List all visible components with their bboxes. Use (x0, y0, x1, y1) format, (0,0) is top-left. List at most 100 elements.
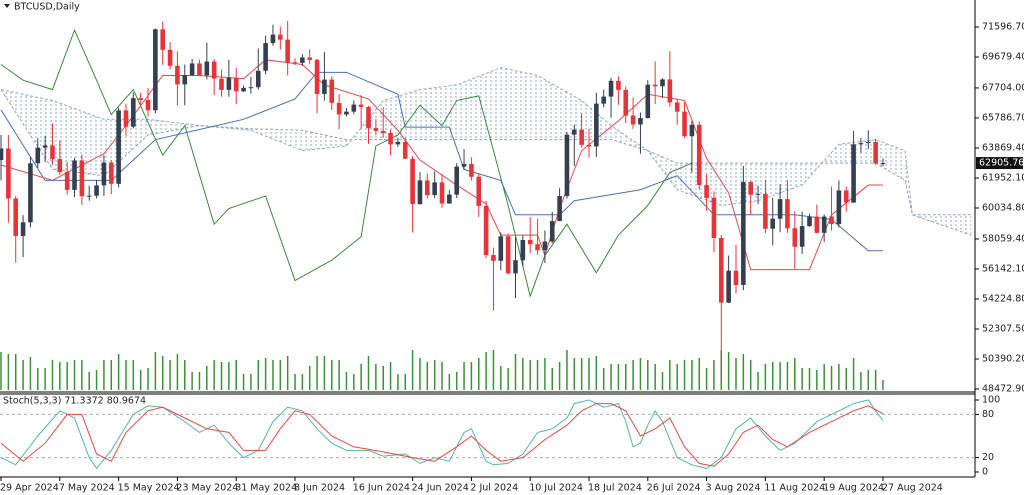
candle-body (20, 222, 26, 236)
volume-bar (360, 364, 362, 390)
candle-body (233, 77, 239, 92)
candle-body (197, 63, 202, 76)
candle-body (314, 59, 320, 94)
candle-body (851, 144, 856, 203)
volume-bar (0, 352, 2, 390)
x-tick-label: 31 May 2024 (235, 483, 297, 494)
candle-body (395, 141, 401, 145)
last-price-box (976, 157, 1023, 170)
candle-body (160, 29, 166, 50)
candle-body (829, 216, 834, 225)
volume-bar (235, 360, 237, 390)
candle-body (64, 172, 70, 190)
candle-body (50, 145, 55, 160)
x-tick-label: 16 Jun 2024 (353, 483, 410, 494)
candle-body (300, 57, 305, 63)
candle-body (660, 79, 665, 87)
candle-body (799, 226, 805, 247)
volume-bar (367, 356, 370, 390)
candle-body (28, 163, 33, 223)
candle-body (667, 79, 673, 103)
volume-bar (139, 370, 142, 390)
x-tick-label: 8 Jun 2024 (294, 483, 345, 494)
y-tick-label: 50390.20 (982, 353, 1024, 364)
volume-bar (257, 360, 260, 390)
volume-bar (220, 362, 223, 390)
volume-bar (433, 360, 436, 390)
volume-bar (529, 360, 531, 390)
volume-bar (478, 358, 480, 390)
candle-body (336, 102, 342, 115)
volume-bar (683, 360, 686, 390)
candle-body (741, 181, 746, 285)
volume-bar (507, 368, 509, 390)
candle-body (101, 162, 107, 186)
symbol-menu-icon[interactable] (4, 4, 10, 8)
volume-bar (404, 374, 407, 390)
candle-body (682, 111, 687, 137)
y-tick-label: 61952.10 (982, 172, 1024, 183)
volume-bar (316, 356, 318, 390)
candle-body (748, 181, 753, 195)
volume-bar (125, 360, 127, 390)
volume-bar (816, 370, 818, 390)
volume-bar (551, 368, 554, 390)
volume-bar (441, 362, 443, 390)
y-tick-label: 56142.10 (982, 263, 1024, 274)
volume-bar (514, 354, 517, 390)
volume-bar (59, 362, 61, 390)
candle-body (241, 87, 246, 92)
candle-body (447, 194, 452, 204)
x-tick-label: 27 Aug 2024 (882, 483, 943, 494)
volume-bar (37, 368, 39, 390)
candle-body (123, 110, 129, 127)
volume-bar (419, 358, 421, 390)
candle-body (189, 63, 195, 76)
candle-body (285, 39, 290, 63)
candle-body (373, 128, 379, 131)
volume-bar (801, 368, 803, 390)
y-tick-label: 58059.40 (982, 233, 1024, 244)
candle-body (527, 240, 533, 245)
candle-body (219, 78, 224, 90)
candle-body (608, 80, 614, 97)
volume-bar (323, 356, 326, 390)
volume-bar (117, 354, 120, 390)
candle-body (755, 193, 761, 195)
candle-body (263, 43, 268, 71)
candle-body (763, 193, 768, 229)
volume-bar (669, 360, 671, 390)
volume-bar (735, 358, 737, 390)
volume-bar (169, 360, 171, 390)
indicator-line (0, 71, 883, 252)
volume-bar (455, 372, 458, 390)
candle-body (322, 79, 327, 94)
candle-body (865, 142, 871, 144)
volume-bar (610, 364, 612, 390)
candle-body (704, 185, 709, 198)
indicator-line (0, 399, 884, 470)
candle-body (505, 236, 511, 274)
candle-body (571, 129, 577, 135)
candle-body (858, 143, 864, 145)
candle-body (711, 197, 717, 238)
candle-body (645, 84, 651, 119)
candle-body (777, 199, 783, 219)
candle-body (278, 34, 283, 40)
candle-body (564, 134, 570, 197)
candle-body (79, 160, 85, 197)
candle-body (145, 99, 151, 111)
volume-bar (463, 362, 465, 390)
candle-body (292, 62, 298, 64)
candle-body (454, 166, 460, 195)
candle-body (770, 218, 776, 229)
candle-body (344, 111, 349, 115)
y-tick-label: 100 (982, 394, 1000, 405)
y-tick-label: 65786.70 (982, 112, 1024, 123)
candle-body (821, 216, 827, 233)
volume-bar (66, 362, 68, 390)
candle-body (785, 199, 790, 229)
candle-body (513, 260, 518, 274)
volume-bar (771, 362, 774, 390)
